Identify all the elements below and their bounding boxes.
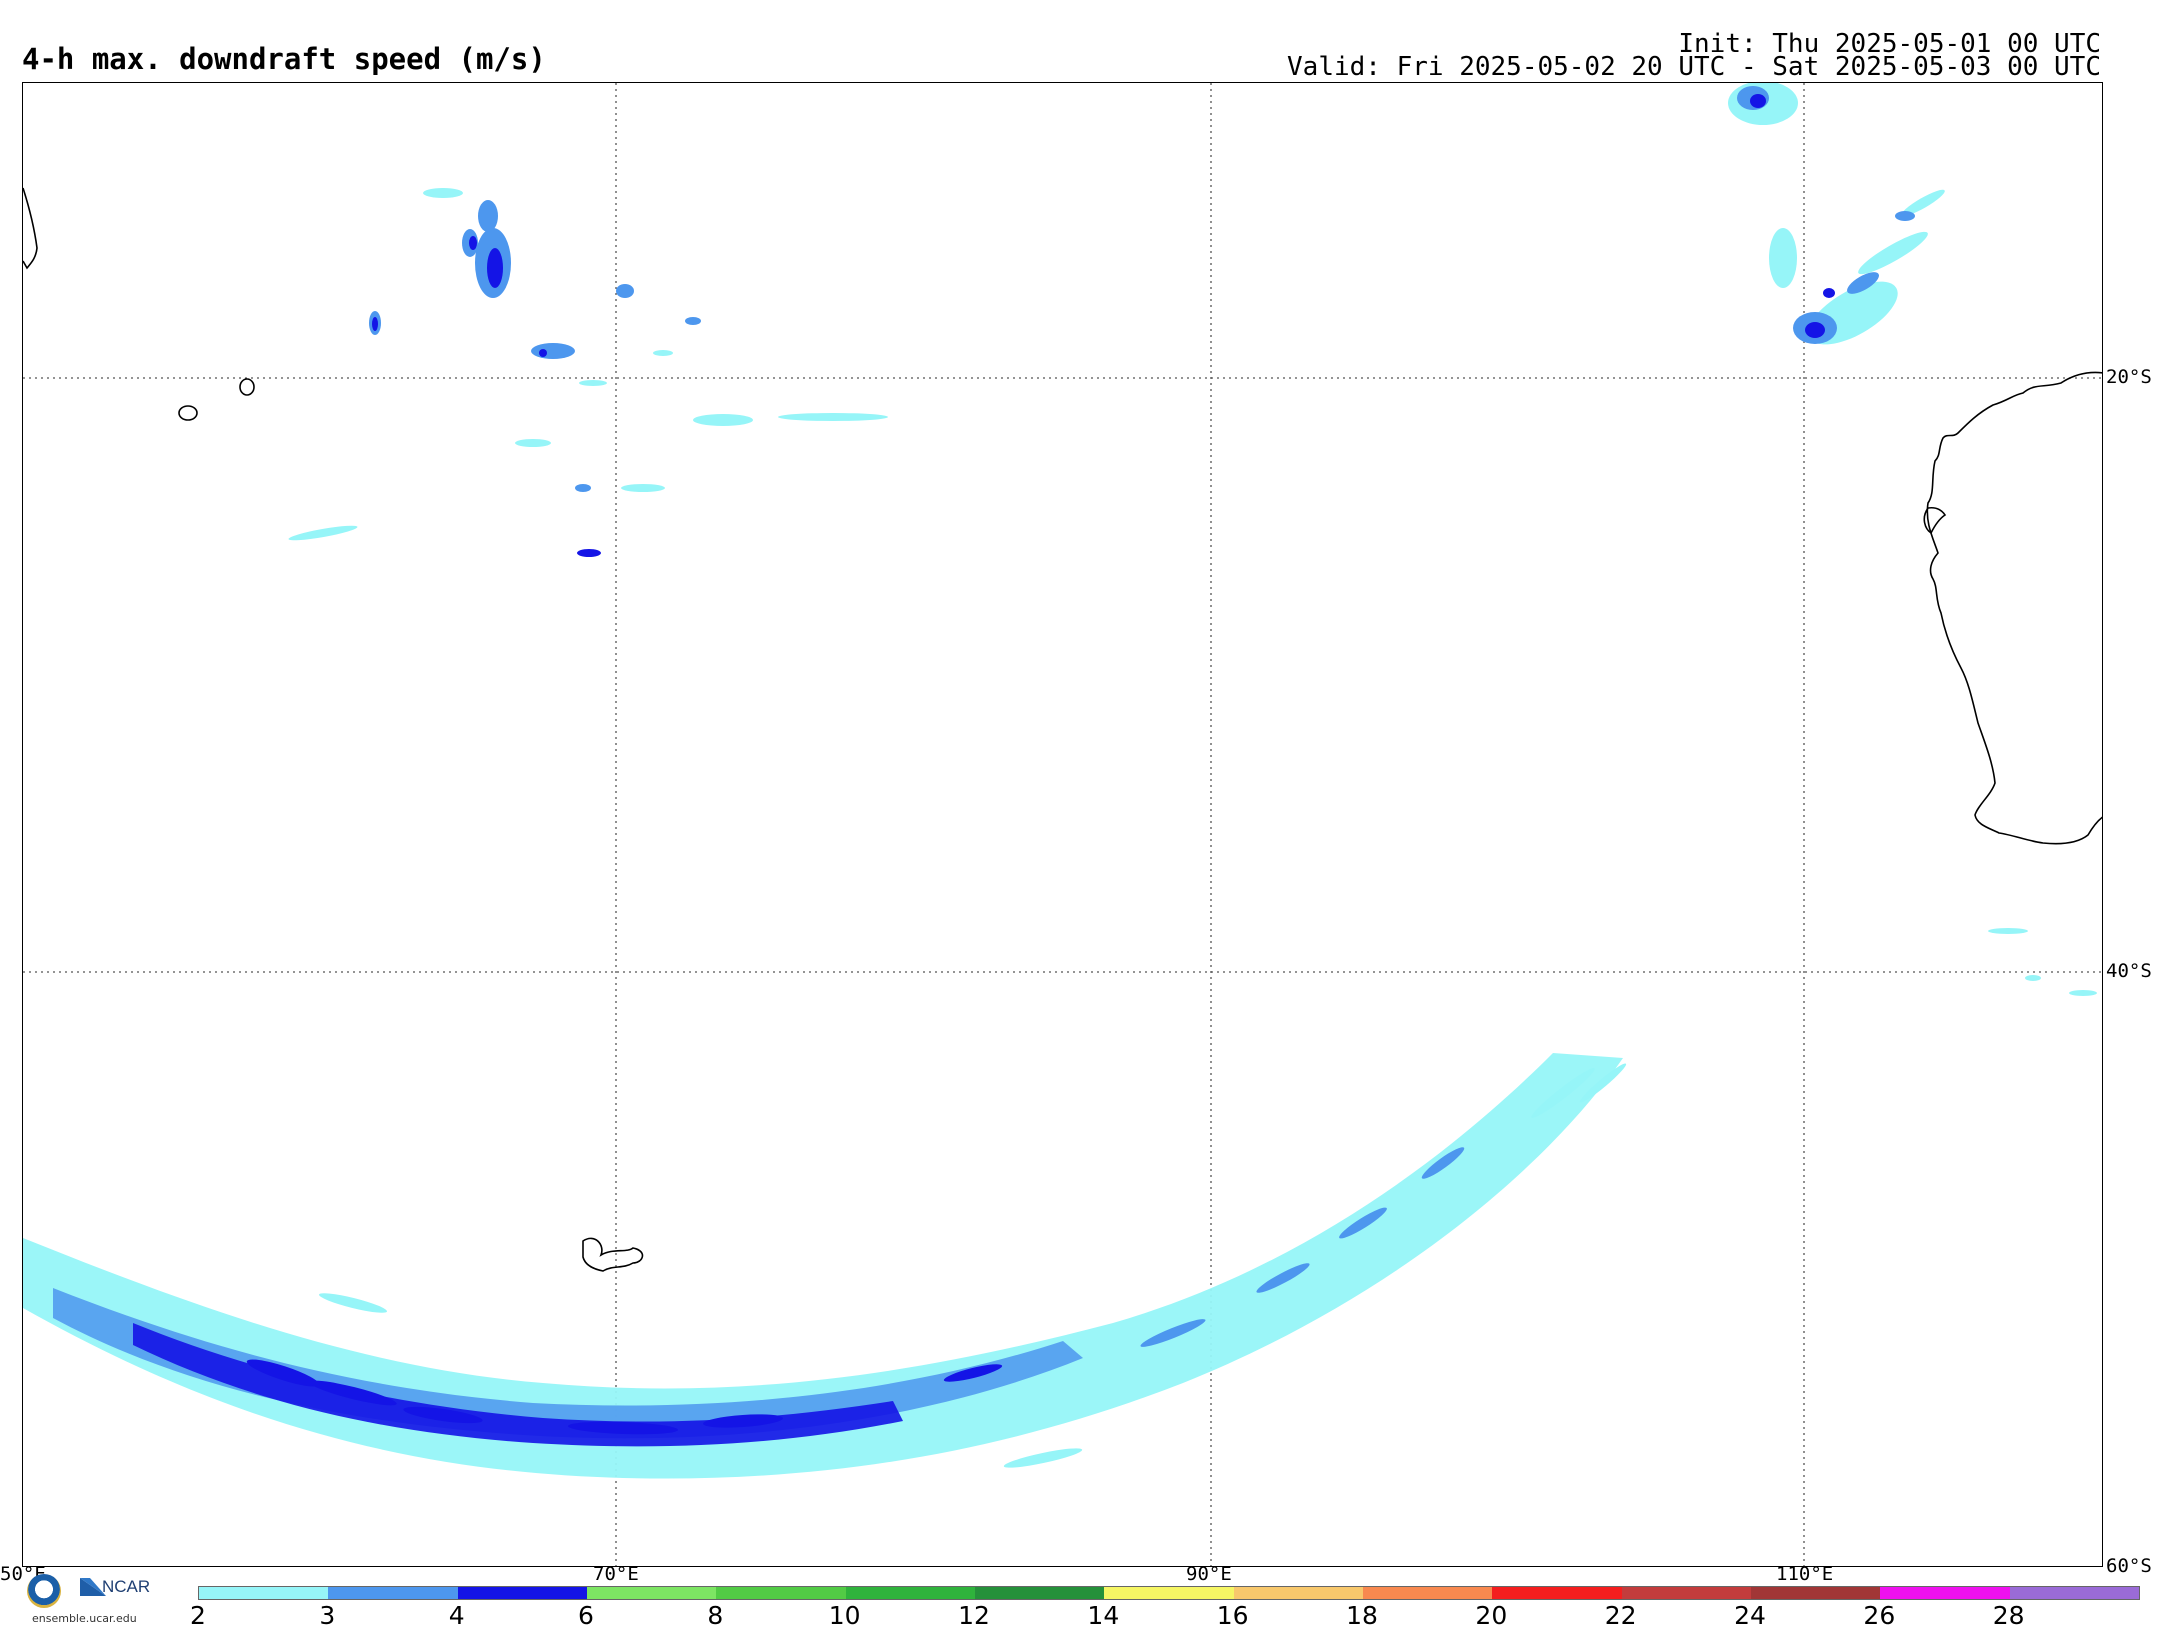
colorbar [198,1586,2140,1600]
colorbar-segment [716,1587,846,1599]
colorbar-tick-label: 8 [707,1601,724,1630]
colorbar-segment [974,1587,1105,1599]
colorbar-tick-label: 22 [1604,1601,1637,1630]
map-panel[interactable] [22,82,2103,1567]
colorbar-tick-label: 14 [1087,1601,1120,1630]
lon-label-90e: 90°E [1186,1563,1232,1585]
colorbar-tick-label: 16 [1216,1601,1249,1630]
colorbar-tick-label: 10 [828,1601,861,1630]
map-canvas [23,83,2102,1566]
lon-label-110e: 110°E [1776,1563,1834,1585]
lat-label-60s: 60°S [2106,1555,2152,1577]
lon-label-70e: 70°E [593,1563,639,1585]
coast-australia-shark-bay [1923,506,1947,535]
lat-label-20s: 20°S [2106,366,2152,388]
nsf-seal-icon [27,1574,61,1608]
colorbar-segment [1233,1587,1363,1599]
valid-time: Valid: Fri 2025-05-02 20 UTC - Sat 2025-… [1287,52,2101,82]
colorbar-tick-label: 28 [1992,1601,2025,1630]
downdraft-arc-band [23,1053,1627,1479]
logo-url: ensemble.ucar.edu [32,1612,137,1625]
coastlines [23,187,2102,1272]
ncar-logo-text: NCAR [102,1577,151,1596]
logo-area: NCAR ensemble.ucar.edu [24,1572,174,1626]
colorbar-tick-label: 2 [190,1601,206,1630]
colorbar-segment [1362,1587,1493,1599]
colorbar-tick-label: 26 [1863,1601,1896,1630]
coast-australia-west [1926,371,2102,845]
colorbar-tick-label: 6 [578,1601,594,1630]
downdraft-cells-northwest [288,188,888,557]
colorbar-segment [2009,1587,2139,1599]
colorbar-segment [328,1587,458,1599]
ncar-logo-icon [80,1578,106,1596]
colorbar-segment [1492,1587,1622,1599]
colorbar-tick-label: 12 [958,1601,990,1630]
colorbar-tick-label: 4 [448,1601,465,1630]
coast-mauritius [239,378,255,396]
arc-band-light [23,1053,1623,1479]
colorbar-segment [1880,1587,2010,1599]
coast-kerguelen [582,1237,644,1272]
init-time: Init: Thu 2025-05-01 00 UTC [1678,29,2101,59]
downdraft-cells-east [1988,928,2097,996]
colorbar-tick-label: 3 [319,1601,336,1630]
coast-reunion [178,405,198,421]
downdraft-cells-northeast [1728,83,1945,345]
lat-label-40s: 40°S [2106,960,2152,982]
colorbar-tick-label: 18 [1346,1601,1378,1630]
colorbar-segment [457,1587,587,1599]
arc-band-dark [133,1323,903,1447]
colorbar-segment [586,1587,717,1599]
map-title: 4-h max. downdraft speed (m/s) [22,42,546,76]
colorbar-tick-label: 20 [1475,1601,1508,1630]
colorbar-segment [845,1587,975,1599]
colorbar-segment [1621,1587,1751,1599]
colorbar-segment [1104,1587,1234,1599]
colorbar-segment [1750,1587,1881,1599]
colorbar-tick-label: 24 [1734,1601,1766,1630]
colorbar-segment [199,1587,329,1599]
coast-madagascar [23,187,38,270]
